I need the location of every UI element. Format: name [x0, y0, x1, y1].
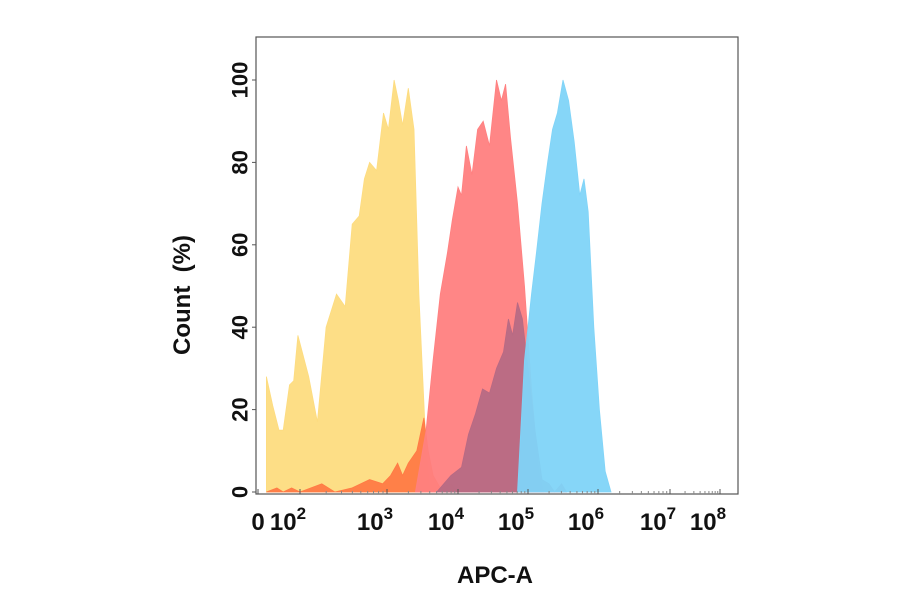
x-tick-label: 104 [428, 504, 465, 536]
x-tick-label: 0 [251, 509, 264, 536]
y-tick-label: 40 [228, 315, 253, 339]
x-tick-label: 105 [498, 504, 534, 536]
y-tick-label: 100 [228, 62, 253, 99]
x-axis-title: APC-A [457, 562, 533, 589]
histogram-0 [266, 79, 431, 493]
x-tick-label: 108 [690, 504, 726, 536]
x-axis: 0 102 103 104 105 106 107 108 [251, 489, 726, 536]
x-tick-label: 103 [357, 504, 393, 536]
y-tick-label: 80 [228, 150, 253, 174]
y-tick-label: 0 [228, 486, 253, 498]
histogram-series [266, 79, 612, 493]
y-tick-label: 20 [228, 397, 253, 421]
y-axis: 0 20 40 60 80 100 [228, 62, 256, 498]
x-tick-label: 106 [568, 504, 604, 536]
x-tick-label: 107 [640, 504, 676, 536]
histogram-4 [517, 79, 612, 493]
plot-frame [255, 36, 739, 495]
y-tick-label: 60 [228, 233, 253, 257]
y-axis-title: Count (%) [169, 235, 196, 355]
x-tick-label: 102 [270, 504, 306, 536]
